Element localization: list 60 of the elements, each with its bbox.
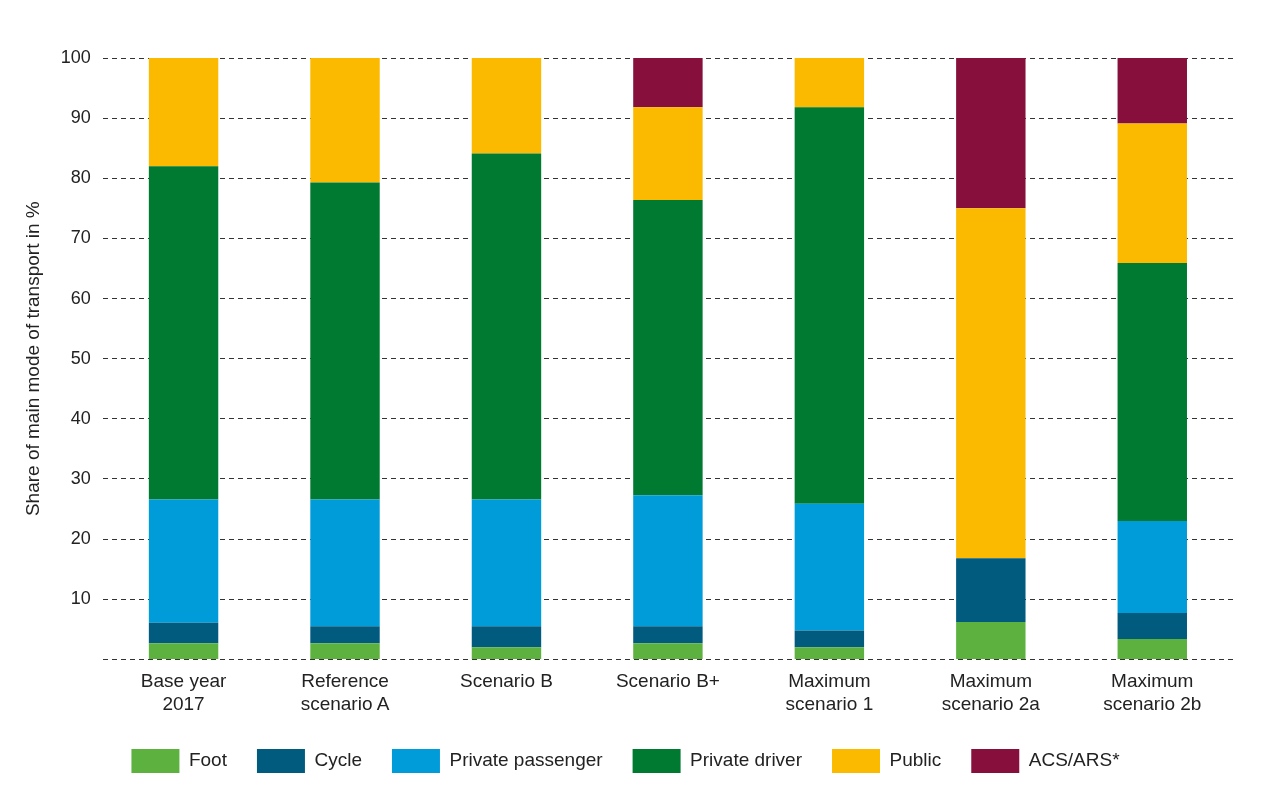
bar [956,558,1026,623]
bar [633,643,703,659]
legend-label: Public [889,749,942,771]
bar [310,182,380,500]
bar [310,499,380,627]
bar [148,622,219,644]
bar [633,107,703,200]
bar [794,107,865,504]
bar [471,626,542,648]
bar [956,622,1026,659]
y-tick-label: 50 [70,347,91,368]
bar [633,626,703,644]
bar [471,58,542,154]
bar [956,58,1026,209]
bar [310,643,380,659]
legend-label: Private driver [690,749,803,771]
legend-label: Cycle [314,749,362,771]
y-tick-label: 100 [60,46,91,67]
x-tick-label: Base year 2017 [140,670,227,714]
legend-label: Private passenger [449,749,604,771]
bar [794,647,865,659]
x-tick-label: Maximum scenario 1 [785,670,874,714]
bar [956,208,1026,559]
y-tick-label: 10 [70,588,91,609]
bar [471,647,542,659]
bar [794,630,865,648]
bar [794,58,865,108]
bar [471,153,542,500]
bar [148,58,219,167]
y-tick-label: 90 [70,107,91,128]
bar [1117,263,1187,522]
bar [633,199,703,496]
x-tick-label: Maximum scenario 2b [1103,670,1202,714]
bar [1117,58,1187,124]
bar [310,626,380,644]
bar [633,495,703,627]
bar [148,499,219,623]
bar [1117,123,1187,264]
bar [1117,613,1187,639]
x-tick-label: Maximum scenario 2a [941,670,1041,714]
y-tick-label: 20 [70,528,91,549]
x-tick-label: Scenario B+ [615,670,720,692]
bar [794,503,865,631]
y-axis-title: Share of main mode of transport in % [21,201,43,517]
y-tick-label: 80 [70,167,91,188]
bar [633,58,703,108]
legend-label: ACS/ARS* [1028,749,1121,771]
bar [310,58,380,183]
bar [148,166,219,500]
y-tick-label: 40 [70,407,91,428]
legend-label: Foot [188,749,228,771]
bar [1117,521,1187,614]
x-tick-label: Scenario B [459,670,553,692]
bar [471,499,542,627]
bar [148,643,219,659]
x-tick-label: Reference scenario A [300,670,390,714]
y-tick-label: 30 [70,467,91,488]
bar [1117,638,1187,659]
y-tick-label: 60 [70,287,91,308]
y-tick-label: 70 [70,227,91,248]
